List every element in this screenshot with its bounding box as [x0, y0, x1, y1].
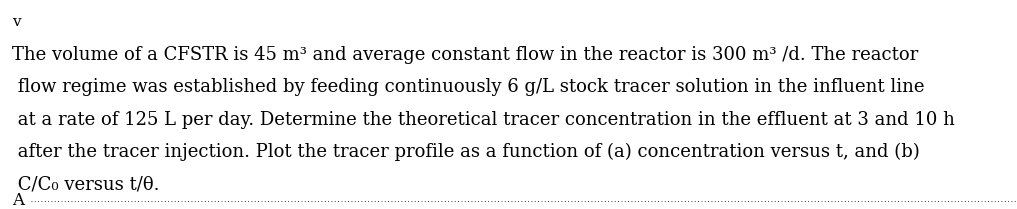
Text: The volume of a CFSTR is 45 m³ and average constant flow in the reactor is 300 m: The volume of a CFSTR is 45 m³ and avera…	[12, 46, 918, 64]
Text: A: A	[12, 192, 24, 209]
Text: after the tracer injection. Plot the tracer profile as a function of (a) concent: after the tracer injection. Plot the tra…	[12, 143, 920, 161]
Text: v: v	[12, 15, 20, 29]
Text: flow regime was established by feeding continuously 6 g/L stock tracer solution : flow regime was established by feeding c…	[12, 78, 924, 96]
Text: C/C₀ versus t/θ.: C/C₀ versus t/θ.	[12, 176, 160, 194]
Text: at a rate of 125 L per day. Determine the theoretical tracer concentration in th: at a rate of 125 L per day. Determine th…	[12, 111, 955, 129]
